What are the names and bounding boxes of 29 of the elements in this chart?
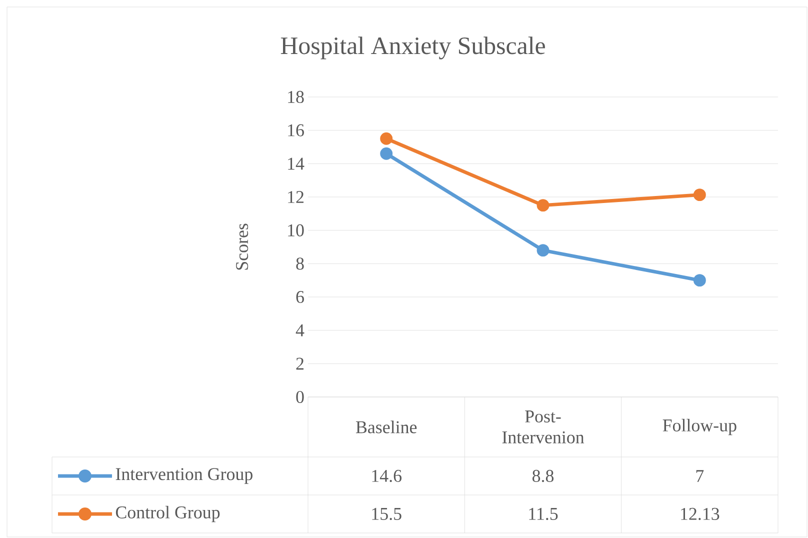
legend-label: Intervention Group: [116, 468, 252, 484]
data-label: 15.5: [372, 508, 402, 520]
point: [536, 199, 550, 212]
y-tick-label: 4: [296, 324, 304, 336]
x-tick-label: Post-Intervenion: [502, 410, 584, 444]
point: [536, 244, 550, 257]
y-tick-label: 12: [288, 191, 304, 203]
y-tick-label: 16: [288, 124, 304, 136]
x-tick-label: Baseline: [356, 420, 417, 434]
data-label: 12.13: [681, 508, 720, 520]
y-tick-label: 0: [296, 390, 304, 404]
data-label: 14.6: [372, 470, 402, 482]
legend-label: Control Group: [116, 506, 220, 522]
y-tick-label: 6: [296, 290, 304, 304]
y-axis-title: Scores: [236, 224, 248, 270]
y-tick-label: 14: [288, 158, 304, 170]
data-label: 11.5: [529, 508, 558, 520]
point: [380, 147, 393, 160]
point: [693, 188, 706, 202]
point: [693, 274, 706, 287]
y-tick-label: 8: [296, 258, 304, 270]
y-tick-label: 18: [288, 90, 304, 104]
y-tick-label: 2: [296, 358, 304, 370]
chart-title: Hospital Anxiety Subscale: [280, 36, 545, 60]
data-label: 7: [696, 470, 704, 482]
point: [380, 132, 393, 145]
data-label: 8.8: [532, 470, 554, 482]
y-tick-label: 10: [288, 224, 304, 236]
x-tick-label: Follow-up: [662, 418, 736, 436]
